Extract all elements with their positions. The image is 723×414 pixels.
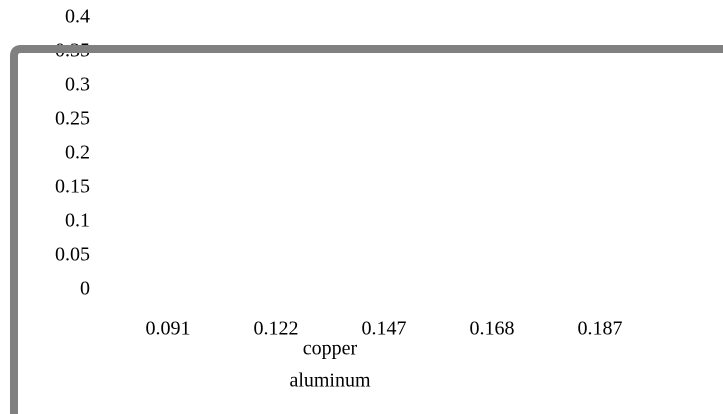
x-tick-label: 0.168 — [470, 318, 515, 340]
x-tick-label: 0.147 — [362, 318, 407, 340]
x-tick-label: 0.187 — [578, 318, 623, 340]
y-tick-label: 0.2 — [65, 142, 90, 164]
legend-label: aluminum — [289, 370, 371, 392]
y-tick-label: 0.15 — [55, 176, 90, 198]
y-tick-label: 0.3 — [65, 74, 90, 96]
chart-content: 00.050.10.150.20.250.30.350.40.091 0.122 0… — [55, 6, 623, 392]
y-tick-label: 0.1 — [65, 210, 90, 232]
frame-border — [10, 45, 723, 414]
legend-label: copper — [303, 338, 358, 360]
x-tick-label: 0.122 — [254, 318, 299, 340]
y-tick-label: 0.4 — [65, 6, 90, 28]
x-tick-label: 0.091 — [146, 318, 191, 340]
y-tick-label: 0.05 — [55, 244, 90, 266]
y-tick-label: 0.25 — [55, 108, 90, 130]
y-tick-label: 0 — [80, 278, 90, 300]
